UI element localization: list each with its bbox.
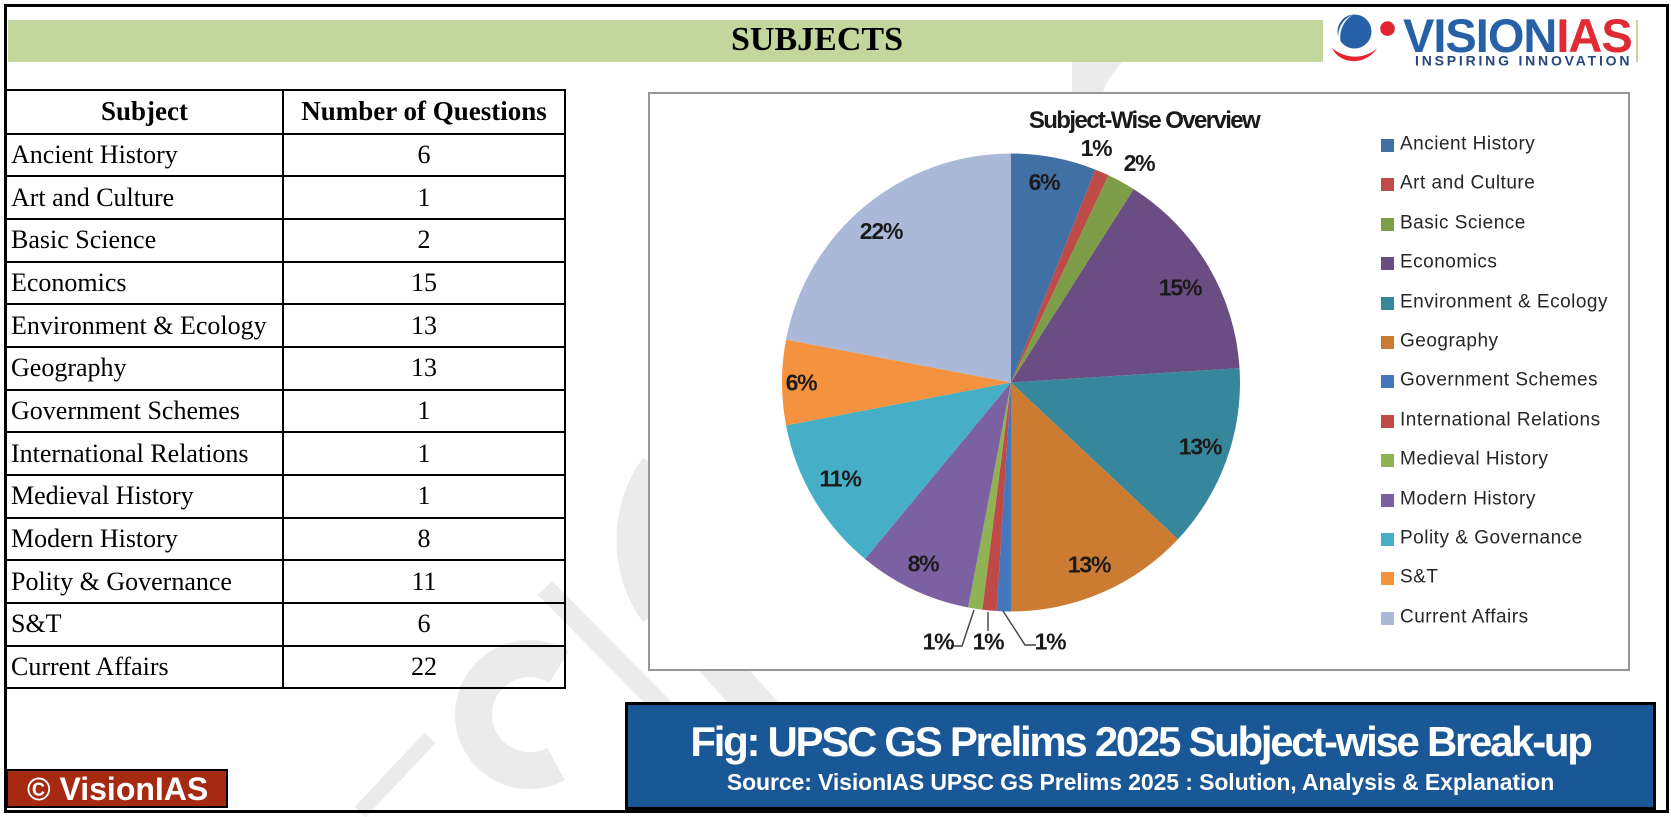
svg-text:1%: 1% (1035, 629, 1067, 655)
svg-text:1%: 1% (1081, 135, 1113, 161)
svg-text:Economics: Economics (1400, 252, 1497, 273)
svg-text:S&T: S&T (1400, 567, 1438, 588)
svg-text:6%: 6% (786, 370, 818, 396)
svg-text:13%: 13% (1068, 552, 1111, 578)
svg-text:Government Schemes: Government Schemes (1400, 370, 1598, 391)
svg-text:Ancient History: Ancient History (1400, 134, 1535, 155)
svg-text:Environment & Ecology: Environment & Ecology (1400, 292, 1608, 313)
svg-text:22%: 22% (860, 218, 903, 244)
svg-text:Art and Culture: Art and Culture (1400, 173, 1535, 194)
svg-text:Basic Science: Basic Science (1400, 213, 1526, 234)
svg-text:Modern History: Modern History (1400, 489, 1536, 510)
svg-text:1%: 1% (973, 629, 1005, 655)
svg-text:15%: 15% (1159, 275, 1202, 301)
svg-text:Medieval History: Medieval History (1400, 449, 1548, 470)
svg-text:1%: 1% (923, 629, 955, 655)
svg-text:Current Affairs: Current Affairs (1400, 607, 1529, 628)
svg-text:Geography: Geography (1400, 331, 1499, 352)
svg-text:International Relations: International Relations (1400, 410, 1601, 431)
svg-text:8%: 8% (908, 551, 940, 577)
svg-text:2%: 2% (1124, 150, 1156, 176)
svg-text:INSPIRING INNOVATION: INSPIRING INNOVATION (1415, 53, 1632, 69)
svg-text:Polity & Governance: Polity & Governance (1400, 528, 1583, 549)
svg-text:6%: 6% (1029, 169, 1061, 195)
svg-text:VISIONIAS: VISIONIAS (1403, 10, 1632, 62)
svg-text:13%: 13% (1179, 434, 1222, 460)
svg-text:11%: 11% (819, 466, 861, 492)
